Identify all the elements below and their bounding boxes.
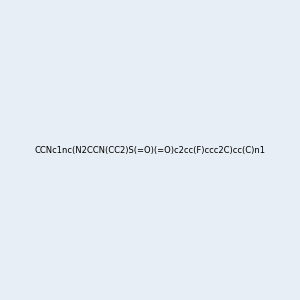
Text: CCNc1nc(N2CCN(CC2)S(=O)(=O)c2cc(F)ccc2C)cc(C)n1: CCNc1nc(N2CCN(CC2)S(=O)(=O)c2cc(F)ccc2C)… <box>34 146 266 154</box>
